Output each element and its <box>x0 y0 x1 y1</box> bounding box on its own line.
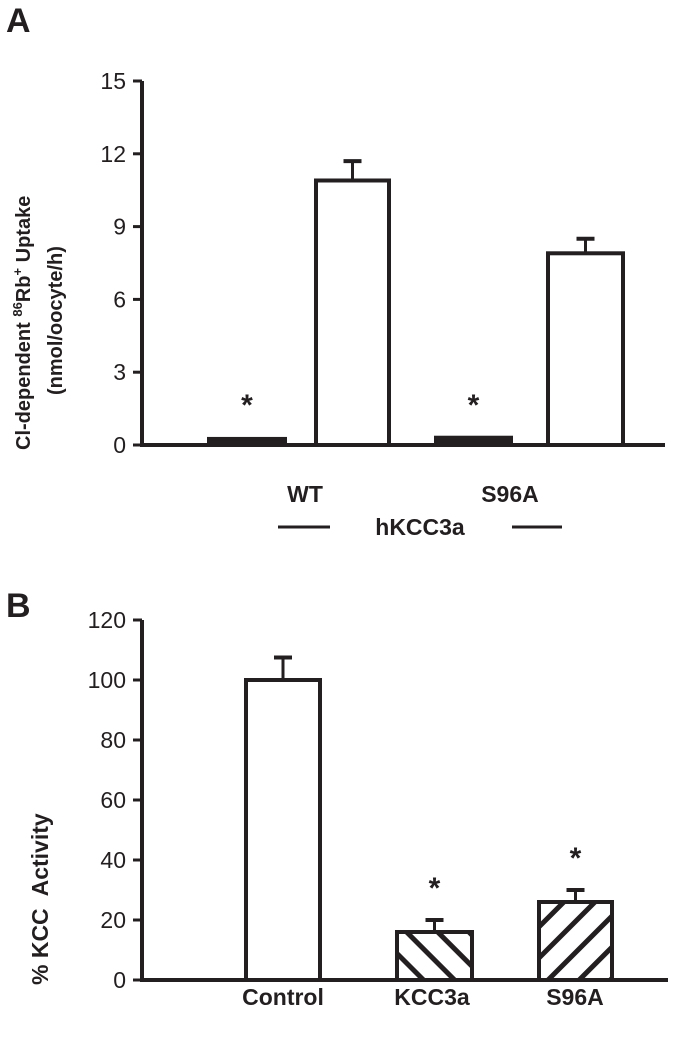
x-category-label: S96A <box>481 481 539 507</box>
bar <box>395 930 474 982</box>
panel-b-ylabel: % KCC Activity <box>27 813 53 985</box>
bar <box>314 178 391 447</box>
panel-a-plot: 0 3 6 9 12 15 * * WT S96A hKCC3a <box>100 68 665 540</box>
y-tick-label: 120 <box>88 607 126 633</box>
x-category-label: WT <box>287 481 323 507</box>
significance-star: * <box>241 389 253 422</box>
y-tick-label: 6 <box>113 286 126 312</box>
y-tick-label: 80 <box>100 727 126 753</box>
significance-star: * <box>468 389 480 422</box>
y-tick-label: 9 <box>113 214 126 240</box>
y-tick-label: 20 <box>100 907 126 933</box>
y-tick-label: 15 <box>100 68 126 94</box>
significance-star: * <box>570 842 582 875</box>
group-label: hKCC3a <box>375 514 465 540</box>
bar <box>537 900 614 982</box>
y-tick-label: 0 <box>113 967 126 993</box>
panel-label-b: B <box>6 587 31 625</box>
significance-star: * <box>429 872 441 905</box>
x-category-label: Control <box>242 984 324 1010</box>
y-tick-label: 3 <box>113 359 126 385</box>
x-category-label: S96A <box>546 984 604 1010</box>
panel-label-a: A <box>6 2 31 40</box>
y-tick-label: 100 <box>88 667 126 693</box>
panel-a-ylabel: Cl-dependent 86Rb+ Uptake <box>10 196 35 450</box>
y-tick-label: 40 <box>100 847 126 873</box>
bar <box>434 435 513 448</box>
bar <box>244 678 322 982</box>
bar <box>546 251 625 447</box>
panel-a-ylabel-units: (nmol/oocyte/h) <box>45 246 67 395</box>
y-tick-label: 0 <box>113 432 126 458</box>
y-tick-label: 60 <box>100 787 126 813</box>
y-tick-label: 12 <box>100 141 126 167</box>
x-category-label: KCC3a <box>394 984 470 1010</box>
bar <box>207 436 287 447</box>
panel-b-plot: 0 20 40 60 80 100 120 * * Control KCC3a S96A <box>88 607 668 1010</box>
